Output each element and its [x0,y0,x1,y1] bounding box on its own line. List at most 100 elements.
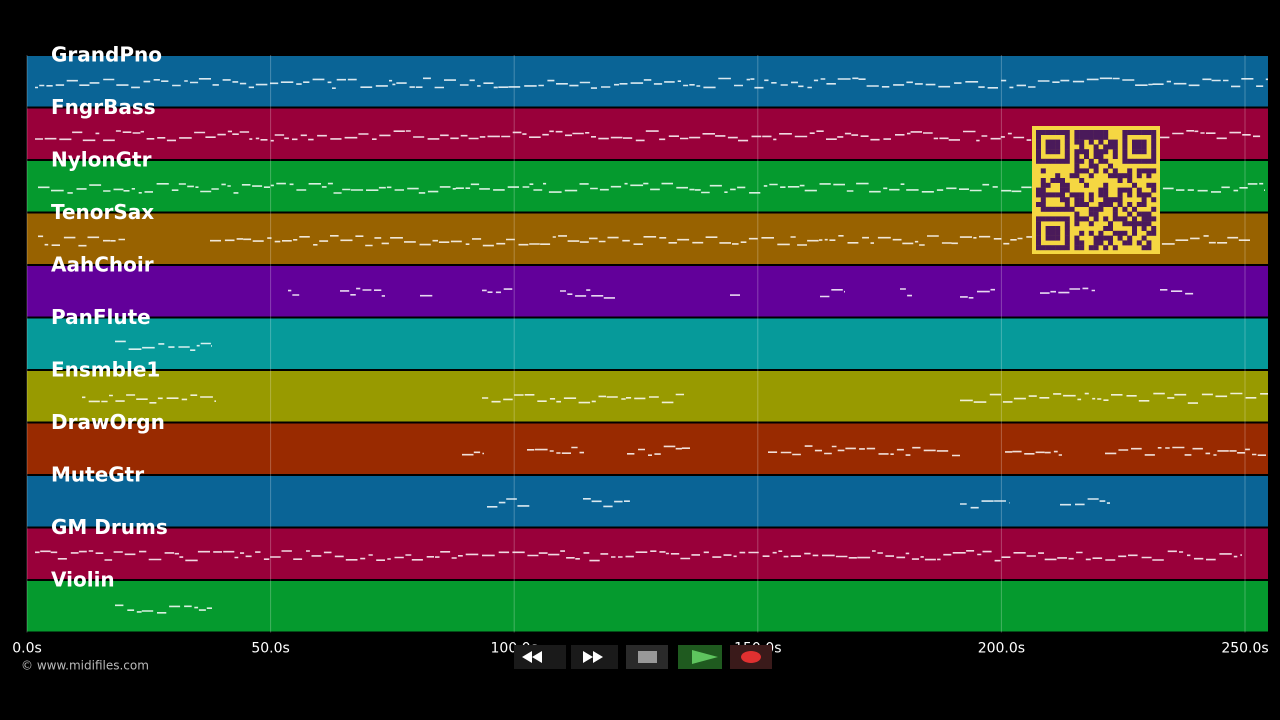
qr-module [1040,178,1046,183]
qr-module [1055,173,1061,179]
qr-module [1074,221,1080,227]
qr-module [1040,202,1046,207]
qr-module [1117,202,1123,207]
note-squiggle [1105,446,1266,456]
qr-module [1074,139,1080,145]
qr-module [1040,182,1046,188]
qr-module [1050,158,1056,164]
track-label: GrandPno [51,43,162,67]
qr-module [1151,206,1157,212]
rewind-icon [522,651,542,663]
qr-module [1146,168,1152,174]
qr-module [1055,144,1061,150]
qr-module [1132,226,1137,231]
track-band [27,476,1268,527]
note-squiggle [900,288,912,297]
qr-module [1136,144,1142,150]
qr-module [1040,206,1046,212]
qr-module [1093,245,1099,251]
qr-module [1060,158,1065,164]
qr-module [1093,235,1099,241]
track-labels: GrandPno FngrBass NylonGtr TenorSax AahChoir… [51,43,168,592]
qr-code [1032,126,1160,254]
qr-module [1122,187,1128,193]
qr-module [1055,245,1061,251]
qr-module [1036,144,1041,150]
qr-module [1112,216,1118,222]
qr-module [1055,206,1061,212]
qr-module [1103,192,1109,198]
qr-module [1093,206,1099,212]
qr-module [1045,182,1051,188]
qr-module [1112,144,1118,150]
qr-module [1103,158,1109,164]
qr-module [1060,245,1065,251]
qr-module [1079,168,1085,174]
qr-module [1127,211,1133,217]
qr-module [1103,187,1109,193]
qr-module [1036,221,1041,227]
qr-module [1117,197,1123,203]
qr-module [1079,178,1085,183]
qr-module [1141,130,1147,135]
qr-module [1055,130,1061,135]
track-band [27,371,1268,422]
qr-module [1122,158,1128,164]
qr-module [1074,173,1080,179]
qr-module [1079,192,1085,198]
qr-module [1103,144,1109,150]
note-squiggle [560,289,615,299]
qr-module [1108,221,1113,227]
qr-module [1036,149,1041,155]
qr-module [1122,216,1128,222]
qr-module [1108,235,1113,241]
qr-module [1088,158,1094,164]
qr-module [1132,206,1137,212]
qr-module [1084,182,1089,188]
qr-module [1112,154,1118,159]
qr-module [1146,221,1152,227]
qr-module [1088,134,1094,140]
qr-module [1108,226,1113,231]
qr-module [1079,130,1085,135]
qr-module [1136,158,1142,164]
qr-module [1060,197,1065,203]
record-icon [741,651,761,663]
qr-module [1074,168,1080,174]
qr-module [1084,168,1089,174]
qr-module [1050,206,1056,212]
forward-icon [583,651,603,663]
qr-module [1069,206,1075,212]
qr-module [1151,130,1157,135]
qr-module [1079,230,1085,236]
qr-module [1074,240,1080,246]
qr-module [1146,182,1152,188]
qr-module [1127,192,1133,198]
qr-module [1103,245,1109,251]
qr-module [1045,139,1051,145]
qr-module [1132,144,1137,150]
qr-module [1055,226,1061,231]
qr-module [1132,158,1137,164]
qr-module [1093,168,1099,174]
qr-module [1108,240,1113,246]
qr-module [1036,192,1041,198]
qr-module [1146,173,1152,179]
qr-module [1146,158,1152,164]
qr-module [1036,202,1041,207]
note-squiggle [115,604,212,614]
qr-module [1146,192,1152,198]
qr-module [1045,216,1051,222]
note-squiggle [960,392,1268,404]
qr-module [1079,216,1085,222]
qr-module [1074,163,1080,169]
qr-module [1036,245,1041,251]
qr-module [1036,158,1041,164]
qr-module [1055,139,1061,145]
qr-module [1098,134,1104,140]
qr-module [1103,216,1109,222]
qr-module [1088,192,1094,198]
qr-module [1132,221,1137,227]
qr-module [1045,130,1051,135]
qr-module [1050,226,1056,231]
